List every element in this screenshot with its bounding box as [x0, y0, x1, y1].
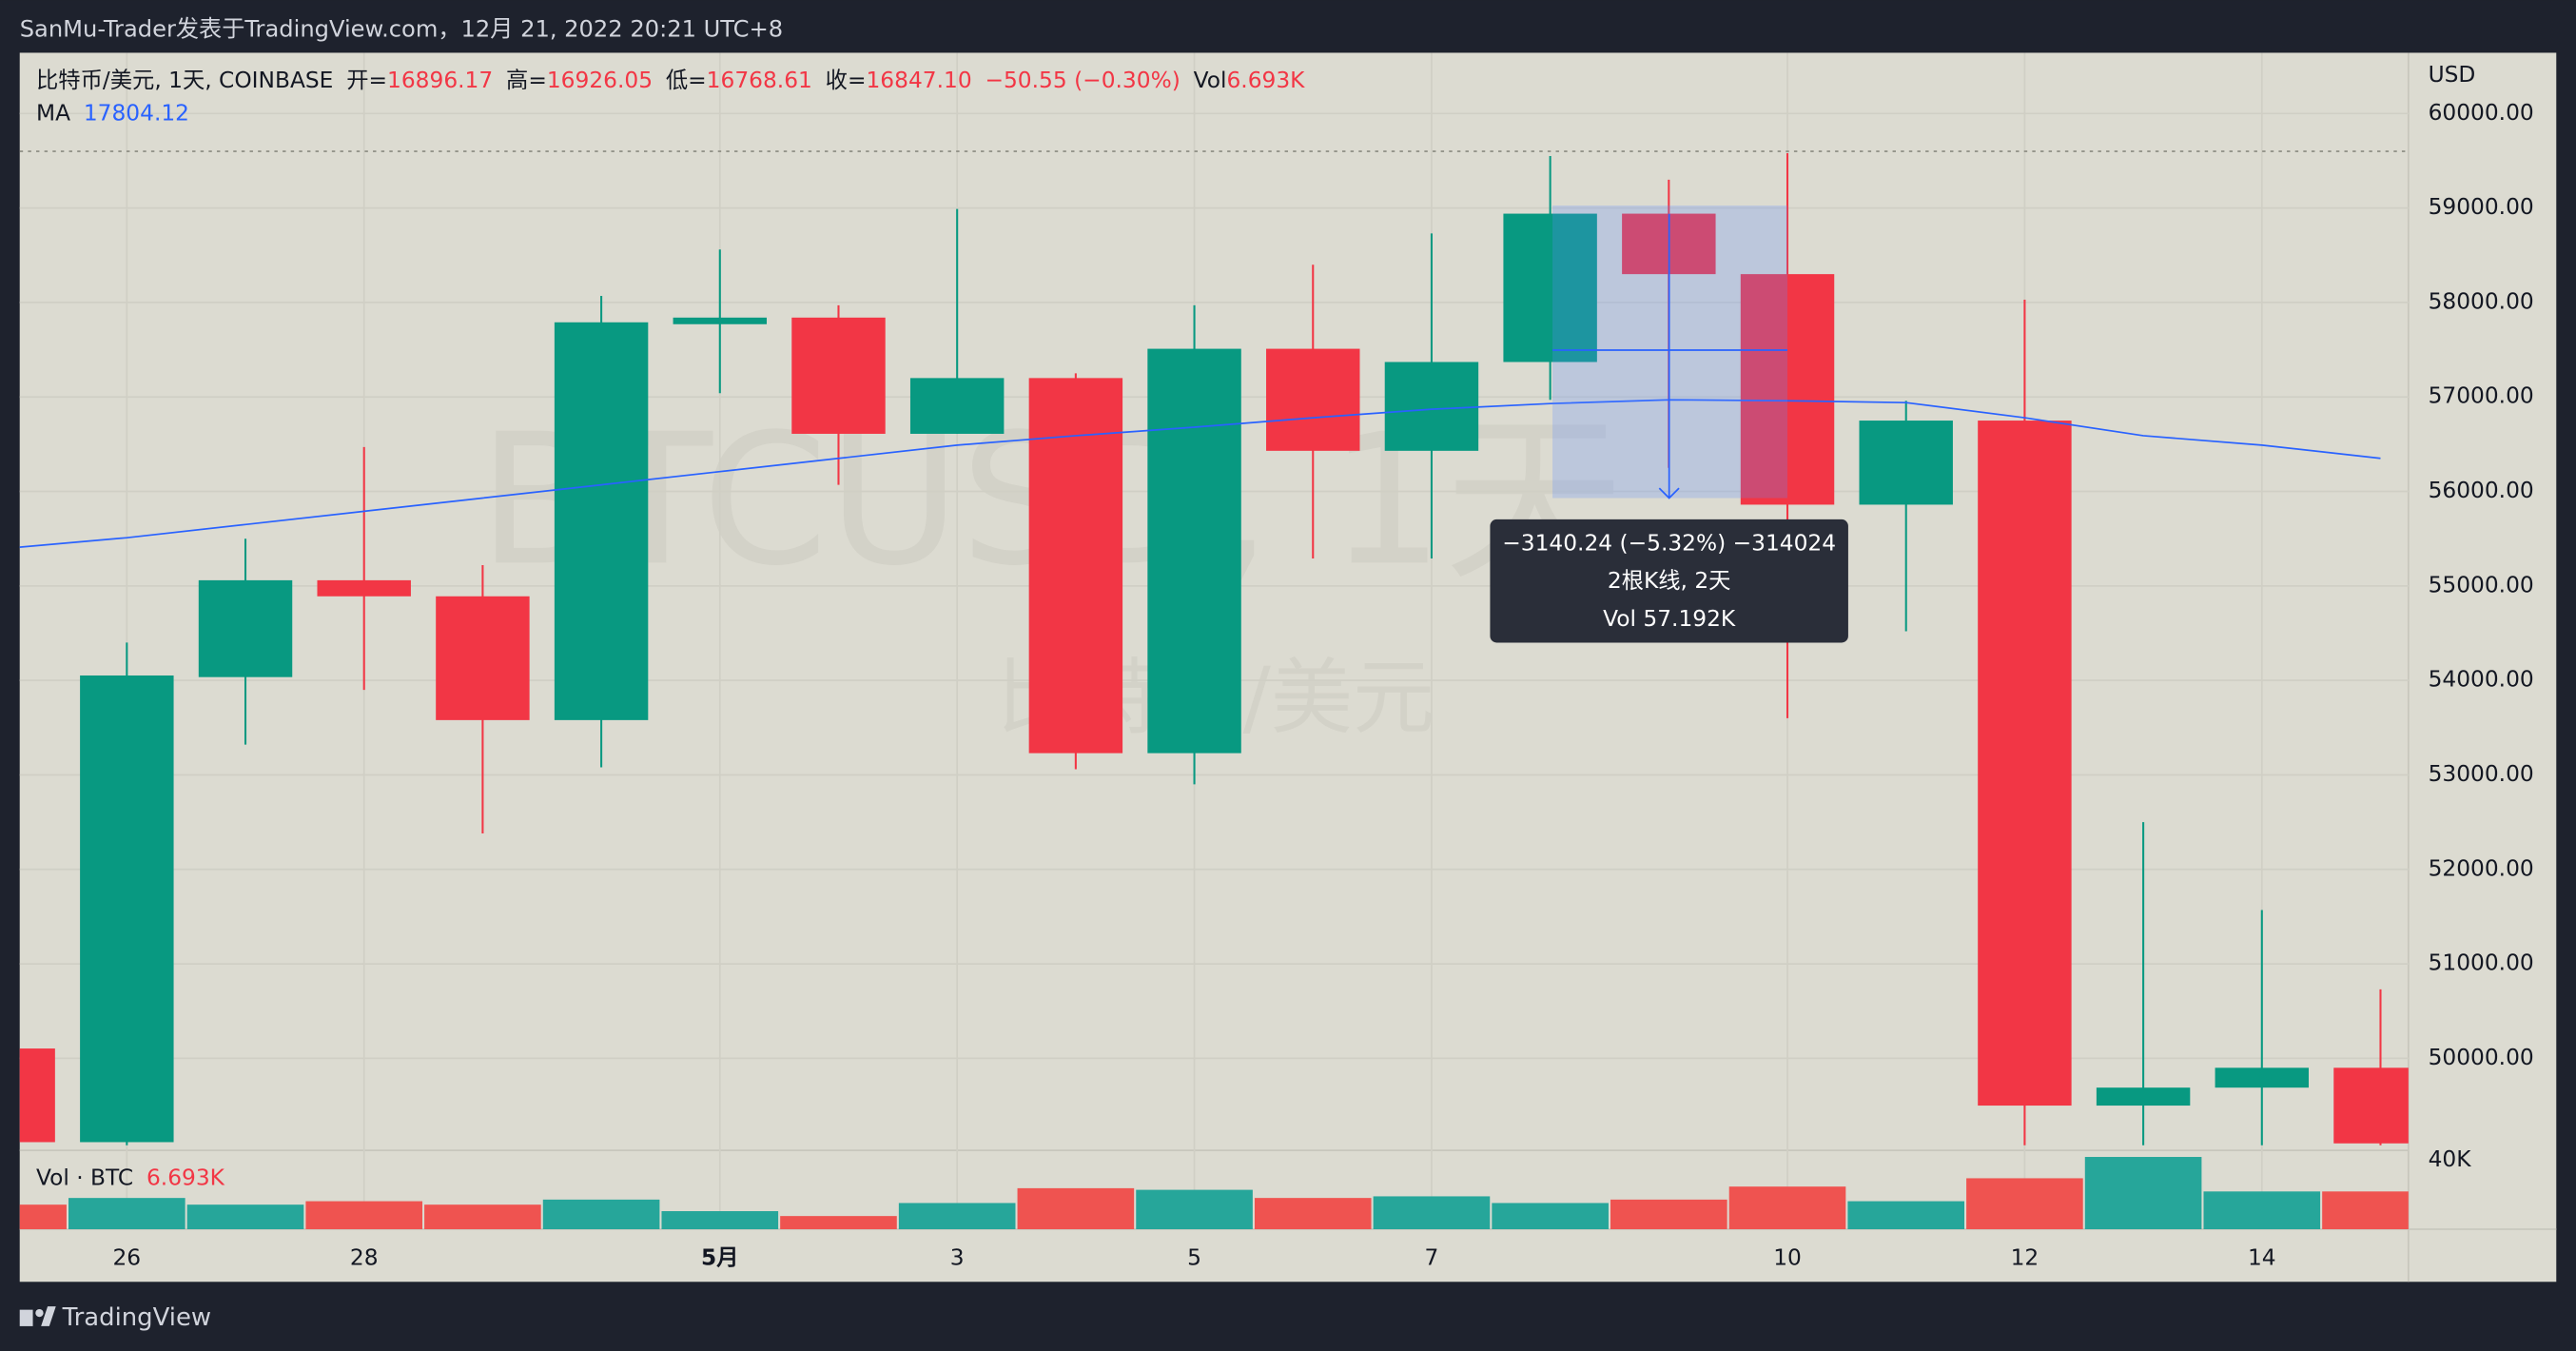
- candle-body: [554, 322, 649, 720]
- y-tick-label: 55000.00: [2429, 572, 2534, 597]
- legend-value: 16926.05: [547, 67, 653, 92]
- legend-value: 17804.12: [84, 100, 189, 126]
- volume-bar: [1966, 1178, 2083, 1230]
- legend-label: 收=: [826, 67, 867, 92]
- candle-body: [1266, 348, 1360, 451]
- volume-bar: [2322, 1191, 2409, 1230]
- x-tick-label: 7: [1425, 1245, 1439, 1271]
- legend-ma: MA 17804.12: [36, 100, 189, 126]
- volume-bar: [305, 1201, 423, 1230]
- volume-bar: [186, 1204, 304, 1230]
- volume-last: 6.693K: [146, 1165, 225, 1190]
- legend: 比特币/美元, 1天, COINBASE 开=16896.17 高=16926.05…: [36, 67, 1305, 92]
- candle-body: [1147, 348, 1241, 754]
- volume-bar: [1492, 1203, 1609, 1230]
- candle-body: [80, 675, 174, 1143]
- currency: USD: [2429, 62, 2476, 88]
- candle-body: [317, 579, 411, 597]
- header-text: SanMu-Trader发表于TradingView.com，12月 21, 2…: [20, 15, 783, 42]
- x-tick-label: 28: [350, 1245, 379, 1271]
- y-tick-label: 60000.00: [2429, 100, 2534, 126]
- tooltip-line: −3140.24 (−5.32%) −314024: [1502, 530, 1836, 556]
- logo-mark: [41, 1306, 56, 1326]
- volume-bar: [1136, 1189, 1253, 1230]
- volume-bar: [19, 1204, 67, 1230]
- candle-body: [19, 1048, 55, 1143]
- x-tick-label: 26: [112, 1245, 141, 1271]
- y-tick-label: 57000.00: [2429, 383, 2534, 409]
- x-tick-label: 5: [1187, 1245, 1201, 1271]
- volume-bar: [1610, 1199, 1727, 1230]
- tooltip: [1490, 519, 1848, 643]
- candle-body: [2096, 1087, 2191, 1106]
- logo-mark: [19, 1309, 33, 1326]
- candle-body: [673, 317, 768, 324]
- y-tick-label: 53000.00: [2429, 761, 2534, 787]
- y-tick-label: 50000.00: [2429, 1045, 2534, 1070]
- volume-legend: Vol · BTC 6.693K: [36, 1165, 225, 1190]
- legend-value: 16896.17: [387, 67, 493, 92]
- candle-body: [198, 579, 293, 677]
- legend-change: −50.55 (−0.30%): [985, 67, 1180, 92]
- volume-bar: [1017, 1187, 1135, 1230]
- candle-body: [909, 378, 1005, 434]
- volume-bar: [661, 1211, 779, 1230]
- legend-value: 16847.10: [866, 67, 971, 92]
- legend-symbol: 比特币/美元, 1天, COINBASE: [36, 67, 333, 92]
- candle-body: [791, 317, 886, 434]
- legend-label: 高=: [506, 67, 547, 92]
- legend-value: 16768.61: [707, 67, 812, 92]
- volume-bar: [1254, 1198, 1372, 1230]
- volume-bar: [542, 1199, 660, 1230]
- y-tick-label: 51000.00: [2429, 950, 2534, 976]
- volume-bar: [2203, 1191, 2321, 1230]
- candle-body: [2333, 1067, 2409, 1144]
- ma-line: [19, 399, 2381, 548]
- volume-bar: [780, 1216, 897, 1230]
- volume-bar: [2084, 1157, 2202, 1230]
- y-tick-label: 59000.00: [2429, 194, 2534, 220]
- candle-body: [2215, 1067, 2310, 1088]
- measure-arrowhead: [1658, 487, 1680, 499]
- legend-label: Vol: [1194, 67, 1227, 92]
- candles: [19, 153, 2409, 1145]
- legend-label: 低=: [666, 67, 707, 92]
- logo-mark: [35, 1308, 44, 1318]
- y-tick-label: 54000.00: [2429, 667, 2534, 693]
- candle-body: [1740, 274, 1835, 505]
- tooltip-line: Vol 57.192K: [1603, 606, 1736, 632]
- legend-label: MA: [36, 100, 70, 126]
- x-tick-label: 5月: [701, 1245, 739, 1271]
- candle-body: [1978, 421, 2072, 1106]
- logo: [19, 1306, 56, 1326]
- x-tick-label: 10: [1773, 1245, 1802, 1271]
- volume-bar: [1373, 1196, 1491, 1230]
- candle-body: [1028, 378, 1123, 754]
- y-tick-label: 52000.00: [2429, 855, 2534, 881]
- volume-bar: [898, 1203, 1016, 1230]
- y-tick-label: 56000.00: [2429, 478, 2534, 503]
- volume-tick-label: 40K: [2429, 1146, 2472, 1172]
- volume-bar: [1728, 1186, 1846, 1230]
- x-tick-label: 3: [950, 1245, 965, 1271]
- y-tick-label: 58000.00: [2429, 288, 2534, 314]
- candle-body: [1859, 421, 1953, 505]
- volume-name: Vol · BTC: [36, 1165, 133, 1190]
- plot: [19, 153, 2409, 1230]
- volume-bar: [424, 1204, 541, 1230]
- legend-value: 6.693K: [1226, 67, 1305, 92]
- tooltip-line: 2根K线, 2天: [1608, 568, 1731, 594]
- x-tick-label: 12: [2011, 1245, 2039, 1271]
- candle-body: [436, 596, 530, 720]
- candle-body: [1384, 362, 1479, 451]
- volume-bar: [68, 1198, 185, 1230]
- legend-label: 开=: [346, 67, 387, 92]
- footer-brand: TradingView: [62, 1303, 211, 1332]
- volume-bar: [1847, 1201, 1965, 1230]
- volume-bars: [19, 1157, 2409, 1230]
- x-tick-label: 14: [2248, 1245, 2276, 1271]
- candle-body: [1503, 213, 1597, 362]
